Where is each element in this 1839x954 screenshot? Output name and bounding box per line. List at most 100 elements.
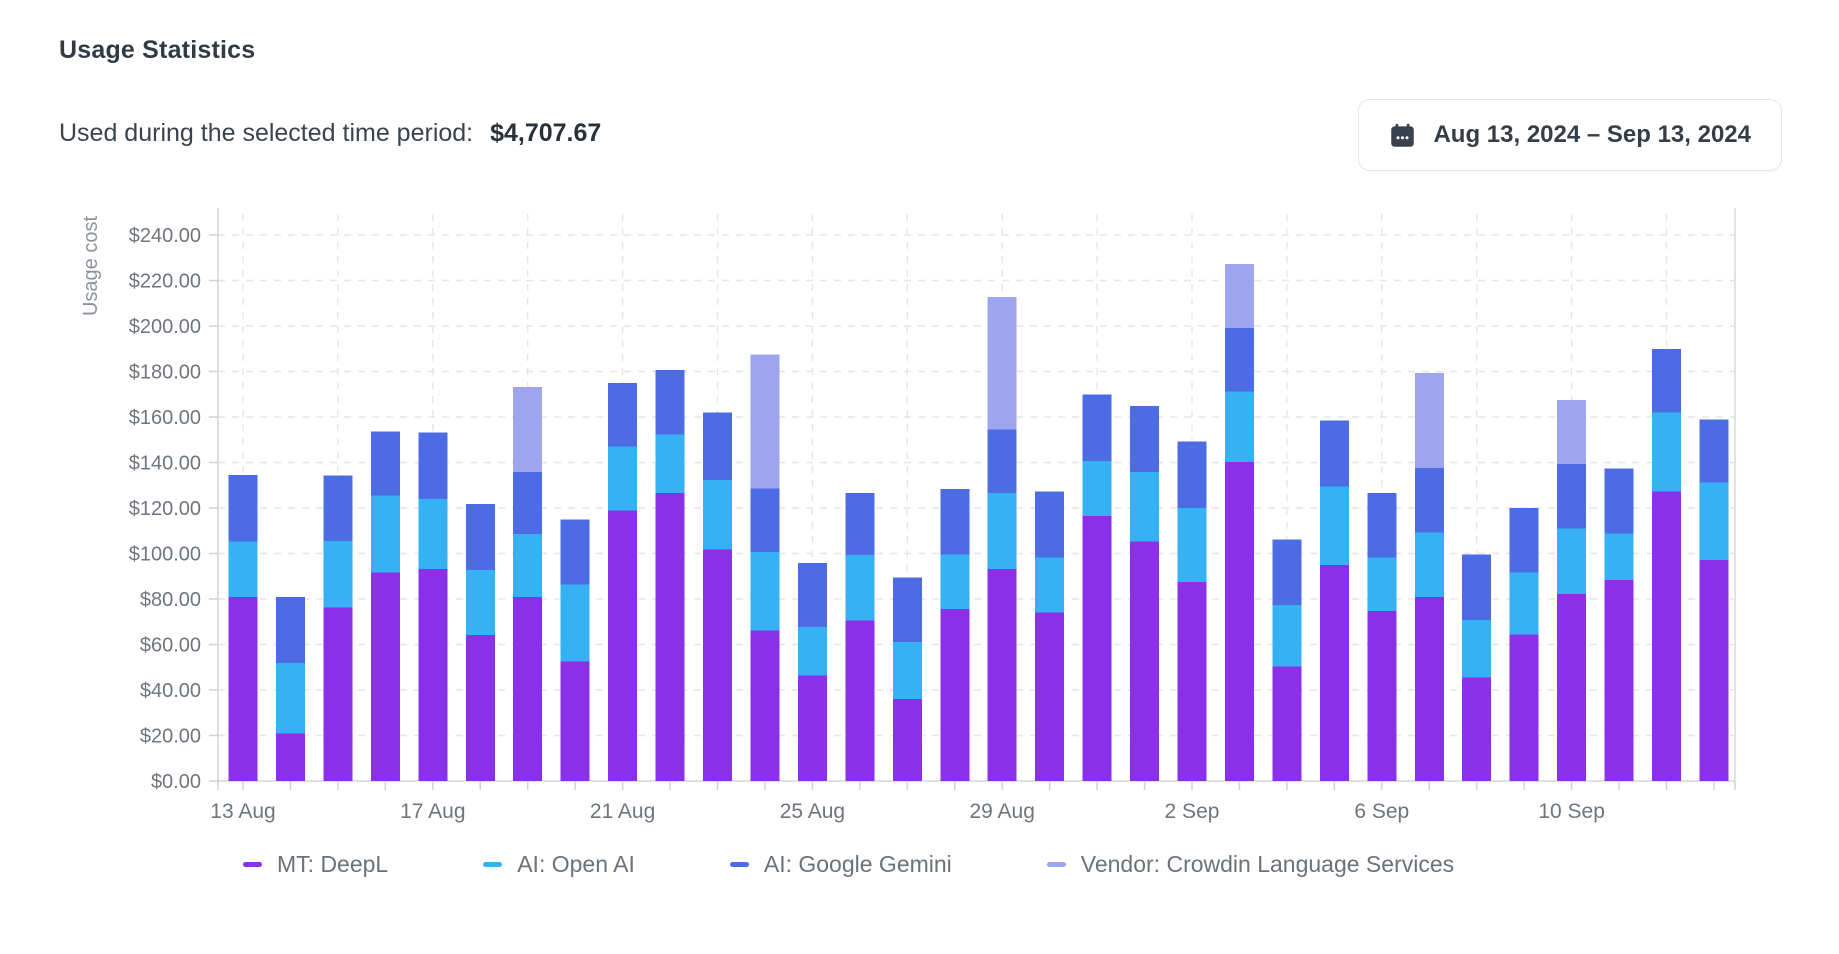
- bar-5-sep[interactable]: [1319, 420, 1349, 781]
- bar-segment[interactable]: [892, 577, 922, 643]
- bar-26-aug[interactable]: [845, 492, 875, 781]
- bar-segment[interactable]: [1652, 349, 1681, 413]
- bar-segment[interactable]: [1414, 597, 1444, 781]
- bar-11-sep[interactable]: [1604, 468, 1634, 781]
- bar-segment[interactable]: [750, 488, 780, 553]
- bar-31-aug[interactable]: [1082, 394, 1112, 781]
- bar-segment[interactable]: [750, 354, 780, 489]
- bar-1-sep[interactable]: [1130, 406, 1160, 781]
- bar-segment[interactable]: [608, 382, 638, 447]
- bar-segment[interactable]: [750, 552, 780, 631]
- bar-segment[interactable]: [1035, 557, 1065, 613]
- bar-segment[interactable]: [323, 475, 353, 541]
- bar-segment[interactable]: [418, 432, 448, 500]
- bar-segment[interactable]: [987, 296, 1017, 430]
- bar-segment[interactable]: [1082, 516, 1112, 781]
- bar-segment[interactable]: [275, 597, 305, 664]
- bar-segment[interactable]: [1224, 327, 1254, 392]
- bar-19-aug[interactable]: [513, 386, 543, 781]
- bar-segment[interactable]: [1224, 391, 1254, 463]
- bar-segment[interactable]: [513, 534, 543, 598]
- bar-segment[interactable]: [323, 540, 353, 608]
- bar-segment[interactable]: [1367, 492, 1397, 558]
- bar-13-sep[interactable]: [1699, 419, 1729, 781]
- bar-segment[interactable]: [1272, 605, 1302, 667]
- bar-21-aug[interactable]: [608, 382, 638, 781]
- bar-segment[interactable]: [1319, 486, 1349, 565]
- bar-segment[interactable]: [275, 733, 305, 781]
- bar-segment[interactable]: [845, 620, 875, 781]
- bar-segment[interactable]: [1367, 557, 1397, 611]
- bar-segment[interactable]: [1462, 554, 1492, 620]
- bar-segment[interactable]: [1462, 619, 1492, 678]
- bar-segment[interactable]: [892, 699, 922, 781]
- bar-segment[interactable]: [1272, 666, 1302, 781]
- bar-25-aug[interactable]: [797, 563, 827, 781]
- bar-segment[interactable]: [1462, 677, 1492, 781]
- bar-segment[interactable]: [418, 569, 448, 781]
- bar-segment[interactable]: [1130, 471, 1160, 542]
- bar-8-sep[interactable]: [1462, 554, 1492, 781]
- bar-segment[interactable]: [228, 541, 258, 598]
- bar-27-aug[interactable]: [892, 577, 922, 781]
- bar-segment[interactable]: [940, 554, 970, 610]
- bar-segment[interactable]: [750, 630, 780, 781]
- bar-segment[interactable]: [370, 431, 400, 496]
- bar-3-sep[interactable]: [1224, 263, 1254, 781]
- bar-segment[interactable]: [1509, 572, 1539, 635]
- bar-segment[interactable]: [465, 634, 495, 781]
- bar-segment[interactable]: [1509, 634, 1539, 781]
- bar-segment[interactable]: [465, 570, 495, 635]
- bar-12-sep[interactable]: [1652, 349, 1681, 781]
- bar-28-aug[interactable]: [940, 489, 970, 781]
- bar-9-sep[interactable]: [1509, 507, 1539, 781]
- bar-segment[interactable]: [560, 661, 590, 781]
- bar-segment[interactable]: [1414, 468, 1444, 533]
- legend-item[interactable]: Vendor: Crowdin Language Services: [1046, 851, 1454, 878]
- bar-segment[interactable]: [845, 492, 875, 556]
- bar-segment[interactable]: [275, 663, 305, 734]
- bar-segment[interactable]: [1082, 394, 1112, 461]
- bar-segment[interactable]: [1557, 594, 1587, 781]
- bar-segment[interactable]: [513, 597, 543, 781]
- bar-segment[interactable]: [608, 510, 638, 781]
- bar-30-aug[interactable]: [1035, 491, 1065, 781]
- bar-segment[interactable]: [1224, 462, 1254, 781]
- bar-23-aug[interactable]: [703, 412, 732, 781]
- bar-segment[interactable]: [1699, 482, 1729, 561]
- bar-segment[interactable]: [1319, 564, 1349, 781]
- bar-segment[interactable]: [940, 609, 970, 781]
- bar-segment[interactable]: [228, 475, 258, 542]
- legend-item[interactable]: AI: Open AI: [483, 851, 635, 878]
- bar-segment[interactable]: [1699, 419, 1729, 483]
- bar-segment[interactable]: [1652, 412, 1681, 492]
- bar-segment[interactable]: [418, 499, 448, 570]
- bar-segment[interactable]: [1557, 528, 1587, 595]
- bar-segment[interactable]: [703, 412, 732, 481]
- bar-segment[interactable]: [1130, 541, 1160, 781]
- bar-10-sep[interactable]: [1557, 400, 1587, 781]
- bar-segment[interactable]: [228, 597, 258, 781]
- bar-7-sep[interactable]: [1414, 373, 1444, 781]
- bar-16-aug[interactable]: [370, 431, 400, 781]
- bar-segment[interactable]: [370, 495, 400, 573]
- bar-29-aug[interactable]: [987, 296, 1017, 781]
- bar-segment[interactable]: [1082, 460, 1112, 517]
- bar-segment[interactable]: [1414, 373, 1444, 469]
- legend-item[interactable]: AI: Google Gemini: [729, 851, 952, 878]
- bar-segment[interactable]: [1604, 468, 1634, 534]
- bar-segment[interactable]: [1604, 533, 1634, 580]
- bar-segment[interactable]: [1604, 579, 1634, 781]
- bar-13-aug[interactable]: [228, 475, 258, 781]
- bar-segment[interactable]: [940, 489, 970, 555]
- bar-segment[interactable]: [797, 627, 827, 676]
- bar-segment[interactable]: [513, 472, 543, 535]
- bar-segment[interactable]: [1652, 491, 1681, 781]
- bar-segment[interactable]: [1130, 406, 1160, 472]
- bar-segment[interactable]: [987, 429, 1017, 493]
- bar-4-sep[interactable]: [1272, 539, 1302, 781]
- bar-20-aug[interactable]: [560, 519, 590, 781]
- bar-segment[interactable]: [370, 572, 400, 781]
- bar-segment[interactable]: [465, 504, 495, 571]
- bar-segment[interactable]: [323, 607, 353, 781]
